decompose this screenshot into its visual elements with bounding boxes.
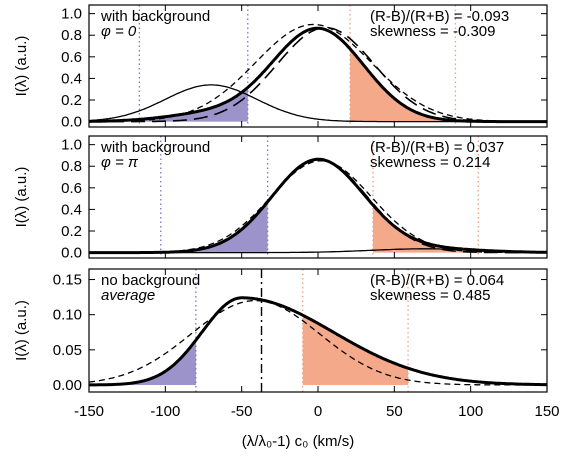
- annotation-sublabel: φ = 0: [101, 23, 137, 40]
- y-tick-label: 0.00: [53, 377, 82, 394]
- series-long-dash: [89, 26, 547, 123]
- y-tick-label: 0.10: [53, 307, 82, 324]
- shaded-region-1: [89, 340, 196, 385]
- y-tick-label: 0.0: [61, 245, 82, 262]
- x-tick-label: -150: [74, 403, 104, 420]
- plot-area: [89, 269, 547, 392]
- series-short-dash: [89, 160, 547, 254]
- y-tick-label: 0.05: [53, 342, 82, 359]
- y-tick-label: 0.4: [61, 201, 82, 218]
- annotation-label: with background: [100, 139, 210, 156]
- y-tick-label: 0.2: [61, 223, 82, 240]
- series-short-dash: [89, 23, 547, 123]
- y-tick-label: 0.6: [61, 49, 82, 66]
- shaded-region-2: [350, 48, 456, 122]
- series-long-dash: [89, 159, 547, 254]
- asymmetry-value: (R-B)/(R+B) = 0.064: [370, 272, 504, 289]
- y-tick-label: 1.0: [61, 137, 82, 154]
- x-tick-label: -100: [150, 403, 180, 420]
- x-tick-label: 100: [458, 403, 483, 420]
- panel-2: 0.0 0.2 0.4 0.6 0.8 1.0 I(λ) (a.u.) with backgr…: [13, 135, 548, 262]
- annotation-sublabel: average: [101, 287, 155, 304]
- y-axis-label: I(λ) (a.u.): [13, 300, 30, 361]
- panel-1: 0.0 0.2 0.4 0.6 0.8 1.0 I(λ) (a.u.) with backgr…: [13, 4, 548, 131]
- skewness-value: skewness = 0.214: [370, 154, 491, 171]
- y-tick-label: 0.6: [61, 180, 82, 197]
- skewness-value: skewness = 0.485: [370, 287, 491, 304]
- y-tick-label: 0.15: [53, 272, 82, 289]
- x-tick-label: 0: [314, 403, 322, 420]
- x-axis-label: (λ/λ₀-1) c₀ (km/s): [242, 433, 354, 450]
- y-tick-label: 0.8: [61, 158, 82, 175]
- shaded-region-2: [373, 205, 479, 253]
- asymmetry-value: (R-B)/(R+B) = -0.093: [370, 8, 509, 25]
- y-tick-label: 0.8: [61, 27, 82, 44]
- y-tick-label: 1.0: [61, 6, 82, 23]
- series-thick: [89, 296, 547, 387]
- shaded-region-1: [160, 201, 268, 253]
- y-tick-label: 0.2: [61, 92, 82, 109]
- x-tick-label: -50: [231, 403, 253, 420]
- skewness-value: skewness = -0.309: [370, 23, 496, 40]
- y-axis-label: I(λ) (a.u.): [13, 167, 30, 228]
- annotation-label: no background: [101, 272, 200, 289]
- y-axis-label: I(λ) (a.u.): [13, 36, 30, 97]
- annotation-sublabel: φ = π: [101, 154, 139, 171]
- annotation-label: with background: [100, 8, 210, 25]
- series-thick: [89, 26, 547, 124]
- x-tick-label: 150: [534, 403, 559, 420]
- asymmetry-value: (R-B)/(R+B) = 0.037: [370, 139, 504, 156]
- series-short-dash: [89, 299, 547, 386]
- y-tick-label: 0.0: [61, 114, 82, 131]
- panel-3: 0.00 0.05 0.10 0.15 -150 -100 -50 0 50 100 150 I(λ)…: [13, 268, 560, 450]
- x-tick-label: 50: [386, 403, 403, 420]
- y-tick-label: 0.4: [61, 70, 82, 87]
- shaded-region-2: [302, 315, 409, 385]
